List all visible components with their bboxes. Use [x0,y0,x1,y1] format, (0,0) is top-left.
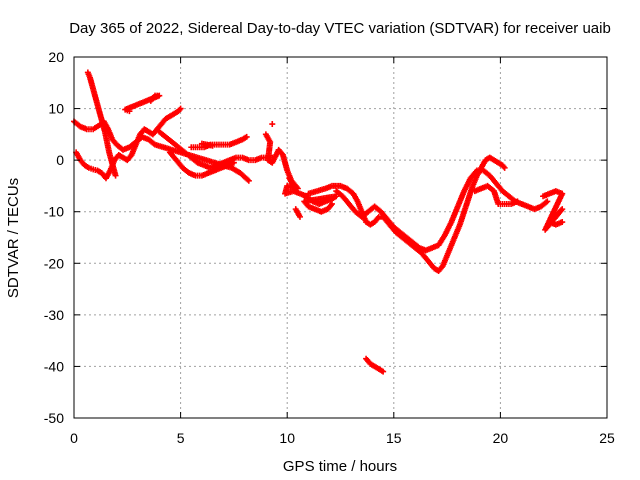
data-point [380,368,387,375]
y-tick-label: 10 [48,101,64,117]
data-point [112,172,119,179]
x-tick-label: 25 [599,430,615,446]
data-point [296,213,303,220]
data-point [559,219,566,226]
plot-frame [73,56,608,419]
y-tick-label: -10 [44,204,64,220]
y-tick-label: -50 [44,410,64,426]
data-point [243,133,250,140]
data-point [328,200,335,207]
data-points [71,69,566,375]
y-tick-label: -30 [44,307,64,323]
data-point [501,164,508,171]
y-tick-label: 20 [48,49,64,65]
x-tick-label: 20 [493,430,509,446]
y-axis-label: SDTVAR / TECUs [5,178,22,298]
data-point [177,105,184,112]
data-point [209,142,216,149]
x-axis-label: GPS time / hours [283,458,397,475]
data-point [514,198,521,205]
x-tick-label: 10 [279,430,295,446]
data-point [245,177,252,184]
data-point [269,121,276,128]
axis-ticks: 0 5 10 15 20 25 -50 -40 -30 -20 -10 0 10 20 [44,49,615,446]
y-tick-label: 0 [56,152,64,168]
y-tick-label: -40 [44,358,64,374]
chart-title: Day 365 of 2022, Sidereal Day-to-day VTE… [69,20,611,37]
data-point [230,159,237,166]
x-tick-label: 5 [177,430,185,446]
data-point [126,108,133,115]
x-tick-label: 0 [70,430,78,446]
data-point [544,198,551,205]
y-tick-label: -20 [44,255,64,271]
x-tick-label: 15 [386,430,402,446]
grid-lines [74,57,607,418]
